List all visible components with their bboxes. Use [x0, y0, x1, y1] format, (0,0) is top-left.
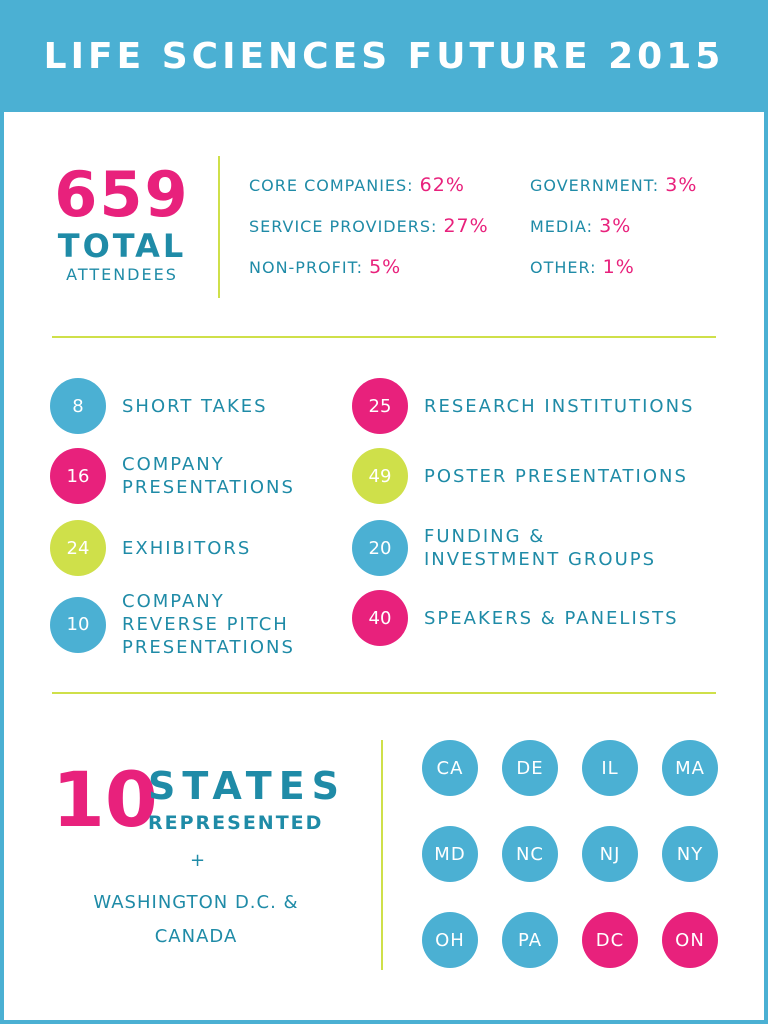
breakdown-item: SERVICE PROVIDERS: 27% [249, 215, 489, 237]
state-badge-de: DE [502, 740, 558, 796]
stat-item: 20 FUNDING & INVESTMENT GROUPS [352, 520, 656, 576]
breakdown-pct: 27% [443, 215, 489, 237]
state-badge-ca: CA [422, 740, 478, 796]
total-attendees-word: TOTAL [57, 227, 187, 265]
header-banner: LIFE SCIENCES FUTURE 2015 [0, 0, 768, 112]
extra-regions-line-1: WASHINGTON D.C. & [93, 892, 299, 913]
stat-item: 25 RESEARCH INSTITUTIONS [352, 378, 694, 434]
breakdown-pct: 62% [419, 174, 465, 196]
stat-item: 49 POSTER PRESENTATIONS [352, 448, 688, 504]
state-badge-il: IL [582, 740, 638, 796]
stat-circle: 20 [352, 520, 408, 576]
breakdown-pct: 3% [665, 174, 698, 196]
breakdown-pct: 1% [602, 256, 635, 278]
state-badge-on: ON [662, 912, 718, 968]
breakdown-label: GOVERNMENT: [530, 176, 660, 195]
breakdown-item: MEDIA: 3% [530, 215, 631, 237]
stat-label: EXHIBITORS [122, 537, 252, 559]
state-badge-dc: DC [582, 912, 638, 968]
breakdown-label: MEDIA: [530, 217, 594, 236]
divider-horizontal-2 [52, 692, 716, 694]
divider-vertical-top [218, 156, 220, 298]
infographic-card: 659 TOTAL ATTENDEES CORE COMPANIES: 62% … [4, 112, 764, 1020]
states-count-number: 10 [52, 755, 158, 844]
stat-circle: 49 [352, 448, 408, 504]
state-badge-pa: PA [502, 912, 558, 968]
stat-label: SHORT TAKES [122, 395, 268, 417]
state-badge-md: MD [422, 826, 478, 882]
divider-vertical-bottom [381, 740, 383, 970]
breakdown-item: OTHER: 1% [530, 256, 635, 278]
stat-label: SPEAKERS & PANELISTS [424, 607, 679, 629]
stat-circle: 10 [50, 596, 106, 653]
stat-label: FUNDING & INVESTMENT GROUPS [424, 526, 657, 570]
stat-label: POSTER PRESENTATIONS [424, 465, 688, 487]
stat-item: 16 COMPANY PRESENTATIONS [50, 448, 295, 504]
stat-item: 8 SHORT TAKES [50, 378, 268, 434]
stat-label: COMPANY PRESENTATIONS [122, 454, 295, 498]
stat-label: COMPANY REVERSE PITCH PRESENTATIONS [122, 591, 295, 658]
breakdown-label: SERVICE PROVIDERS: [249, 217, 438, 236]
breakdown-pct: 3% [599, 215, 632, 237]
total-attendees-sub: ATTENDEES [66, 265, 178, 284]
extra-regions-line-2: CANADA [154, 926, 238, 947]
total-attendees: 659 TOTAL ATTENDEES [52, 162, 192, 286]
state-badge-oh: OH [422, 912, 478, 968]
stat-label: RESEARCH INSTITUTIONS [424, 395, 695, 417]
stat-circle: 16 [50, 448, 106, 504]
state-badge-nj: NJ [582, 826, 638, 882]
breakdown-item: GOVERNMENT: 3% [530, 174, 697, 196]
page-title: LIFE SCIENCES FUTURE 2015 [43, 35, 725, 77]
stat-item: 40 SPEAKERS & PANELISTS [352, 590, 679, 646]
stat-circle: 40 [352, 590, 408, 646]
state-badge-ma: MA [662, 740, 718, 796]
stat-circle: 25 [352, 378, 408, 434]
breakdown-label: CORE COMPANIES: [249, 176, 414, 195]
states-represented-label: REPRESENTED [148, 812, 324, 834]
breakdown-label: NON-PROFIT: [249, 258, 363, 277]
breakdown-item: CORE COMPANIES: 62% [249, 174, 465, 196]
breakdown-label: OTHER: [530, 258, 597, 277]
divider-horizontal-1 [52, 336, 716, 338]
breakdown-item: NON-PROFIT: 5% [249, 256, 401, 278]
stat-item: 24 EXHIBITORS [50, 520, 251, 576]
state-badge-nc: NC [502, 826, 558, 882]
total-attendees-number: 659 [54, 158, 190, 231]
stat-circle: 8 [50, 378, 106, 434]
breakdown-pct: 5% [369, 256, 402, 278]
state-badge-ny: NY [662, 826, 718, 882]
plus-sign: + [190, 850, 206, 871]
stat-circle: 24 [50, 520, 106, 576]
stat-item: 10 COMPANY REVERSE PITCH PRESENTATIONS [50, 590, 295, 659]
states-word: STATES [148, 764, 347, 808]
